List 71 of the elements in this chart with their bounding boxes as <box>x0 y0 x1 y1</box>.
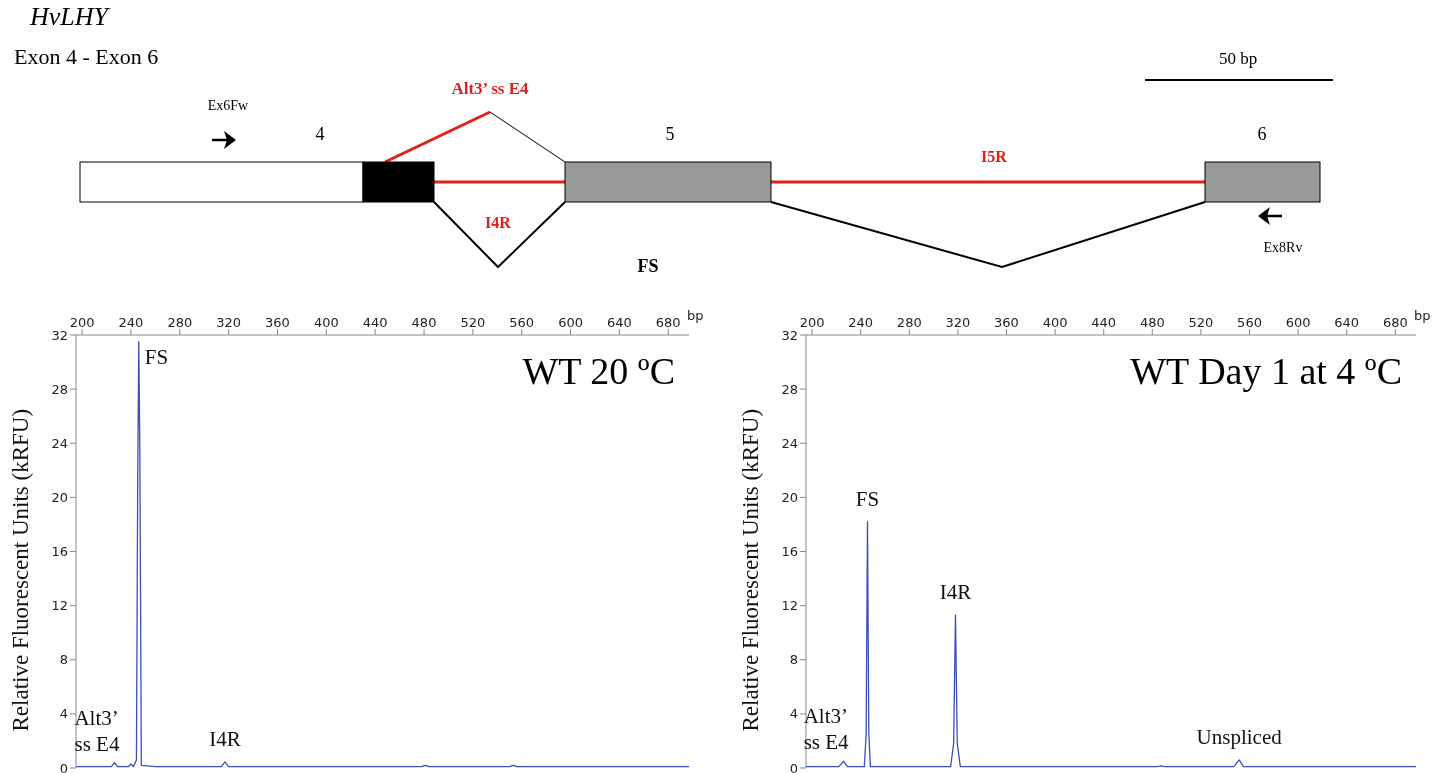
x-tick-label: 560 <box>509 315 535 330</box>
annotation: I4R <box>938 579 973 606</box>
y-tick-label: 20 <box>51 489 68 505</box>
y-axis-title: Relative Fluorescent Units (kRFU) <box>8 408 34 732</box>
x-tick-label: 680 <box>655 315 681 330</box>
y-tick-label: 24 <box>781 435 798 451</box>
chart-title: WT Day 1 at 4 ºC <box>1130 349 1402 393</box>
text: Exon 4 - Exon 6 <box>14 44 159 70</box>
y-tick-label: 32 <box>781 327 798 343</box>
x-tick-label: 560 <box>1237 315 1262 330</box>
y-tick-label: 28 <box>51 381 68 397</box>
text: Ex8Rv <box>1263 240 1303 255</box>
y-tick-label: 8 <box>789 652 798 668</box>
x-tick-label: 520 <box>460 315 486 330</box>
annotation: I4R <box>208 725 242 752</box>
x-tick-label: 400 <box>313 315 339 330</box>
text: Ex6Fw <box>207 98 250 113</box>
x-tick-label: 320 <box>216 315 242 330</box>
text: 4 <box>315 124 325 144</box>
annotation: Unspliced <box>1195 723 1283 750</box>
y-tick-label: 0 <box>789 760 798 773</box>
y-tick-label: 0 <box>59 760 68 773</box>
text: 50 bp <box>1218 49 1258 68</box>
line-series <box>76 341 689 768</box>
x-tick-label: 640 <box>606 315 632 330</box>
text: Alt3’ ss E4 <box>451 79 530 98</box>
x-tick-label: 520 <box>1188 315 1214 330</box>
x-axis-title: bp <box>1414 308 1431 323</box>
y-tick-label: 16 <box>781 544 798 560</box>
y-axis-title: Relative Fluorescent Units (kRFU) <box>738 408 764 732</box>
x-tick-label: 280 <box>896 315 922 330</box>
x-tick-label: 320 <box>945 315 971 330</box>
y-tick-label: 4 <box>59 706 68 722</box>
x-tick-label: 200 <box>799 315 825 330</box>
y-tick-label: 20 <box>781 489 798 505</box>
text: 6 <box>1257 124 1267 144</box>
y-tick-label: 16 <box>51 544 68 560</box>
annotation: FS <box>144 343 169 370</box>
x-tick-label: 240 <box>848 315 874 330</box>
x-tick-label: 600 <box>1285 315 1311 330</box>
y-tick-label: 4 <box>789 706 798 722</box>
y-tick-label: 12 <box>51 598 68 614</box>
x-tick-label: 680 <box>1382 315 1408 330</box>
text: I5R <box>981 148 1008 165</box>
y-tick-label: 28 <box>781 381 798 397</box>
x-tick-label: 280 <box>167 315 193 330</box>
y-tick-label: 8 <box>59 652 68 668</box>
x-axis-title: bp <box>687 308 704 323</box>
x-tick-label: 440 <box>1091 315 1117 330</box>
x-tick-label: 400 <box>1042 315 1068 330</box>
y-tick-label: 12 <box>781 598 798 614</box>
x-tick-label: 200 <box>69 315 95 330</box>
text: HvLHY <box>30 2 109 32</box>
text: I4R <box>485 214 512 231</box>
x-tick-label: 480 <box>411 315 437 330</box>
line-series <box>806 521 1416 768</box>
x-tick-label: 360 <box>265 315 290 330</box>
x-tick-label: 600 <box>558 315 583 330</box>
text: 5 <box>665 124 675 144</box>
x-tick-label: 240 <box>118 315 144 330</box>
x-tick-label: 480 <box>1139 315 1165 330</box>
x-tick-label: 440 <box>362 315 388 330</box>
x-tick-label: 640 <box>1334 315 1360 330</box>
chart-title: WT 20 ºC <box>522 349 675 393</box>
annotation: Alt3’ ss E4 <box>803 703 850 756</box>
annotation: Alt3’ ss E4 <box>74 704 121 757</box>
y-tick-label: 24 <box>51 435 68 451</box>
text: FS <box>637 256 659 276</box>
y-tick-label: 32 <box>51 327 68 343</box>
annotation: FS <box>854 485 881 512</box>
x-tick-label: 360 <box>994 315 1019 330</box>
